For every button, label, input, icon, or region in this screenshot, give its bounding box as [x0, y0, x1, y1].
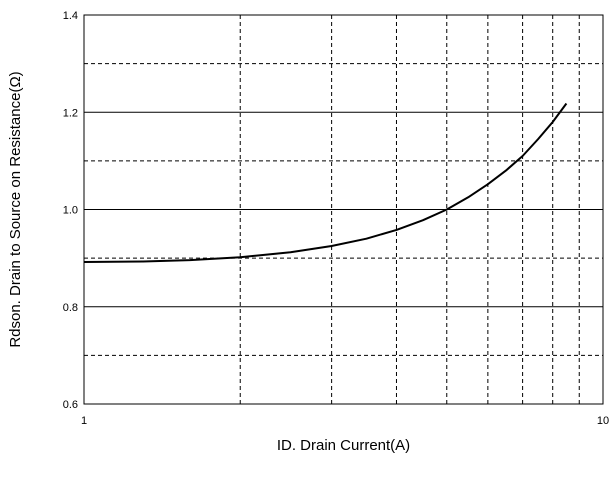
x-tick-label: 10 [597, 415, 609, 427]
y-tick-label: 0.6 [63, 399, 78, 411]
tick-labels: 0.6 0.8 1.0 1.2 1.4 1 10 [63, 10, 609, 427]
y-tick-label: 1.0 [63, 205, 78, 217]
plot-frame [83, 14, 604, 405]
grid [84, 15, 603, 404]
y-tick-label: 1.4 [63, 10, 78, 22]
y-axis-title: Rdson. Drain to Source on Resistance(Ω) [7, 71, 24, 347]
y-tick-label: 0.8 [63, 302, 78, 314]
y-tick-label: 1.2 [63, 107, 78, 119]
rdson-curve [83, 102, 568, 263]
x-tick-label: 1 [81, 415, 87, 427]
series-layer [83, 102, 568, 263]
x-axis-title: ID. Drain Current(A) [277, 437, 410, 454]
